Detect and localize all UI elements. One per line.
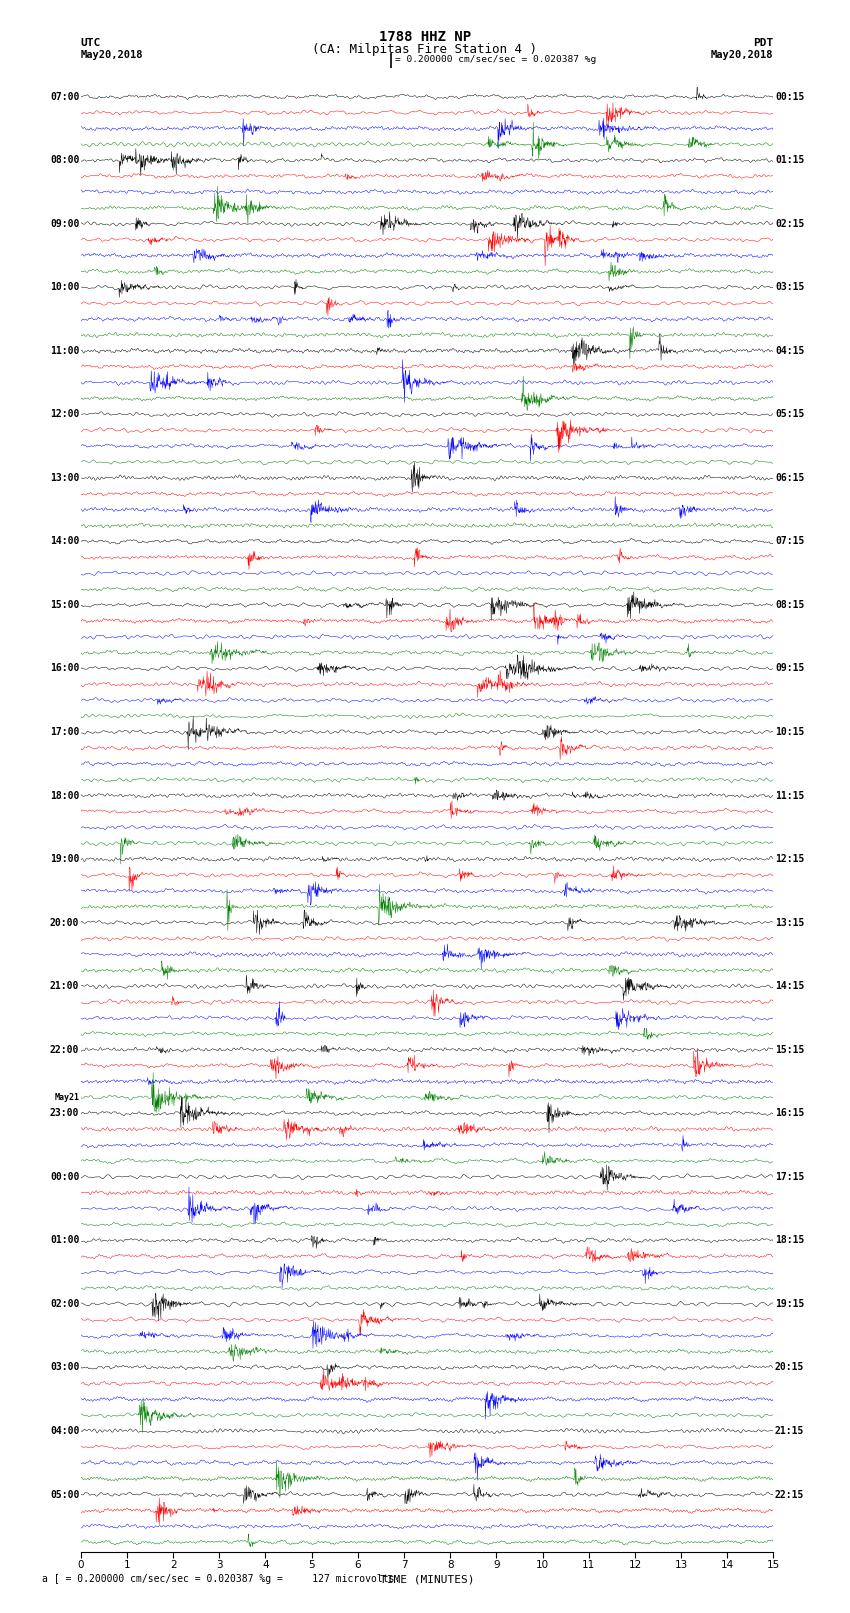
Text: 02:00: 02:00 bbox=[50, 1298, 79, 1308]
Text: 06:15: 06:15 bbox=[775, 473, 804, 482]
X-axis label: TIME (MINUTES): TIME (MINUTES) bbox=[380, 1574, 474, 1584]
Text: 17:00: 17:00 bbox=[50, 727, 79, 737]
Text: 15:00: 15:00 bbox=[50, 600, 79, 610]
Text: 18:00: 18:00 bbox=[50, 790, 79, 800]
Text: 07:15: 07:15 bbox=[775, 537, 804, 547]
Text: 07:00: 07:00 bbox=[50, 92, 79, 102]
Text: 21:00: 21:00 bbox=[50, 981, 79, 992]
Text: 16:00: 16:00 bbox=[50, 663, 79, 674]
Text: (CA: Milpitas Fire Station 4 ): (CA: Milpitas Fire Station 4 ) bbox=[313, 44, 537, 56]
Text: 00:00: 00:00 bbox=[50, 1171, 79, 1182]
Text: May20,2018: May20,2018 bbox=[81, 50, 144, 60]
Text: 19:15: 19:15 bbox=[775, 1298, 804, 1308]
Text: 16:15: 16:15 bbox=[775, 1108, 804, 1118]
Text: 11:00: 11:00 bbox=[50, 345, 79, 356]
Text: 13:00: 13:00 bbox=[50, 473, 79, 482]
Text: 22:15: 22:15 bbox=[775, 1489, 804, 1500]
Text: 19:00: 19:00 bbox=[50, 855, 79, 865]
Text: 22:00: 22:00 bbox=[50, 1045, 79, 1055]
Text: 1788 HHZ NP: 1788 HHZ NP bbox=[379, 31, 471, 44]
Text: May21: May21 bbox=[54, 1092, 79, 1102]
Text: 08:00: 08:00 bbox=[50, 155, 79, 165]
Text: 18:15: 18:15 bbox=[775, 1236, 804, 1245]
Text: 04:00: 04:00 bbox=[50, 1426, 79, 1436]
Text: 12:00: 12:00 bbox=[50, 410, 79, 419]
Text: 09:15: 09:15 bbox=[775, 663, 804, 674]
Text: 01:00: 01:00 bbox=[50, 1236, 79, 1245]
Text: 08:15: 08:15 bbox=[775, 600, 804, 610]
Text: 10:15: 10:15 bbox=[775, 727, 804, 737]
Text: 11:15: 11:15 bbox=[775, 790, 804, 800]
Text: 21:15: 21:15 bbox=[775, 1426, 804, 1436]
Text: 10:00: 10:00 bbox=[50, 282, 79, 292]
Text: = 0.200000 cm/sec/sec = 0.020387 %g: = 0.200000 cm/sec/sec = 0.020387 %g bbox=[395, 55, 597, 65]
Text: PDT: PDT bbox=[753, 39, 774, 48]
Text: 00:15: 00:15 bbox=[775, 92, 804, 102]
Text: 23:00: 23:00 bbox=[50, 1108, 79, 1118]
Text: 03:15: 03:15 bbox=[775, 282, 804, 292]
Text: 15:15: 15:15 bbox=[775, 1045, 804, 1055]
Text: 05:00: 05:00 bbox=[50, 1489, 79, 1500]
Text: 14:15: 14:15 bbox=[775, 981, 804, 992]
Text: 04:15: 04:15 bbox=[775, 345, 804, 356]
Text: 03:00: 03:00 bbox=[50, 1363, 79, 1373]
Text: UTC: UTC bbox=[81, 39, 101, 48]
Text: 20:15: 20:15 bbox=[775, 1363, 804, 1373]
Text: 09:00: 09:00 bbox=[50, 219, 79, 229]
Text: 13:15: 13:15 bbox=[775, 918, 804, 927]
Text: 12:15: 12:15 bbox=[775, 855, 804, 865]
Text: May20,2018: May20,2018 bbox=[711, 50, 774, 60]
Text: 20:00: 20:00 bbox=[50, 918, 79, 927]
Text: 01:15: 01:15 bbox=[775, 155, 804, 165]
Text: 17:15: 17:15 bbox=[775, 1171, 804, 1182]
Text: 14:00: 14:00 bbox=[50, 537, 79, 547]
Text: a [ = 0.200000 cm/sec/sec = 0.020387 %g =     127 microvolts.: a [ = 0.200000 cm/sec/sec = 0.020387 %g … bbox=[42, 1574, 401, 1584]
Text: 02:15: 02:15 bbox=[775, 219, 804, 229]
Text: 05:15: 05:15 bbox=[775, 410, 804, 419]
